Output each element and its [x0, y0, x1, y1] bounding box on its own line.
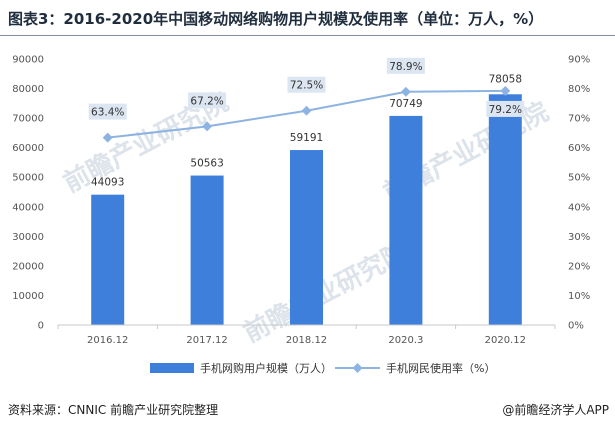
- legend-label-bar: 手机网购用户规模（万人）: [200, 361, 332, 375]
- chart-title: 图表3：2016-2020年中国移动网络购物用户规模及使用率（单位：万人，%）: [8, 10, 544, 28]
- y-right-tick-label: 0%: [568, 321, 584, 332]
- y-right-tick-label: 40%: [568, 202, 590, 213]
- x-tick-label: 2018.12: [286, 335, 327, 346]
- line-data-label: 79.2%: [489, 104, 522, 116]
- line-data-label: 67.2%: [190, 95, 223, 107]
- y-right-tick-label: 10%: [568, 291, 590, 302]
- line-point: [202, 121, 213, 132]
- y-right-tick-label: 80%: [568, 84, 590, 95]
- line-label-box: [486, 100, 525, 117]
- bar: [190, 175, 224, 325]
- y-right-tick-label: 90%: [568, 55, 590, 66]
- y-left-tick-label: 10000: [12, 291, 44, 302]
- line-data-label: 78.9%: [389, 61, 422, 73]
- y-right-tick-label: 30%: [568, 232, 590, 243]
- y-left-tick-label: 0: [38, 321, 44, 332]
- line-point: [102, 132, 113, 143]
- line-point: [400, 86, 411, 97]
- x-tick-label: 2017.12: [186, 335, 227, 346]
- bar-data-label: 44093: [91, 177, 124, 189]
- watermark-text: 前瞻产业研究院: [238, 236, 413, 349]
- y-left-tick-label: 30000: [12, 232, 44, 243]
- y-right-tick-label: 50%: [568, 173, 590, 184]
- bar-data-label: 78058: [489, 73, 522, 85]
- x-tick-label: 2020.3: [388, 335, 423, 346]
- line-label-box: [88, 103, 127, 120]
- y-left-tick-label: 60000: [12, 143, 44, 154]
- bar-data-label: 59191: [290, 132, 323, 144]
- y-left-tick-label: 70000: [12, 114, 44, 125]
- y-left-tick-label: 90000: [12, 55, 44, 66]
- bar-data-label: 50563: [190, 158, 223, 170]
- line-data-label: 63.4%: [91, 107, 124, 119]
- y-left-tick-label: 80000: [12, 84, 44, 95]
- bar: [290, 150, 323, 325]
- y-right-tick-label: 70%: [568, 114, 590, 125]
- bar: [91, 194, 125, 325]
- y-left-tick-label: 50000: [12, 173, 44, 184]
- legend-swatch-marker: [352, 363, 363, 373]
- bar-data-label: 70749: [389, 98, 422, 110]
- line-label-box: [287, 76, 326, 93]
- x-tick-label: 2020.12: [485, 335, 526, 346]
- line-label-box: [188, 92, 227, 109]
- legend-label-line: 手机网民使用率（%）: [386, 361, 495, 375]
- bar: [389, 115, 423, 325]
- brand-credit: @前瞻经济学人APP: [502, 403, 609, 417]
- y-right-tick-label: 60%: [568, 143, 590, 154]
- y-left-tick-label: 20000: [12, 261, 44, 272]
- line-data-label: 72.5%: [290, 80, 323, 92]
- line-label-box: [386, 57, 425, 74]
- title-divider: [0, 35, 615, 36]
- y-right-tick-label: 20%: [568, 261, 590, 272]
- bar: [488, 94, 522, 325]
- x-tick-label: 2016.12: [87, 335, 128, 346]
- y-left-tick-label: 40000: [12, 202, 44, 213]
- line-point: [301, 105, 312, 116]
- legend-swatch-bar: [150, 363, 194, 373]
- source-note: 资料来源：CNNIC 前瞻产业研究院整理: [8, 403, 219, 417]
